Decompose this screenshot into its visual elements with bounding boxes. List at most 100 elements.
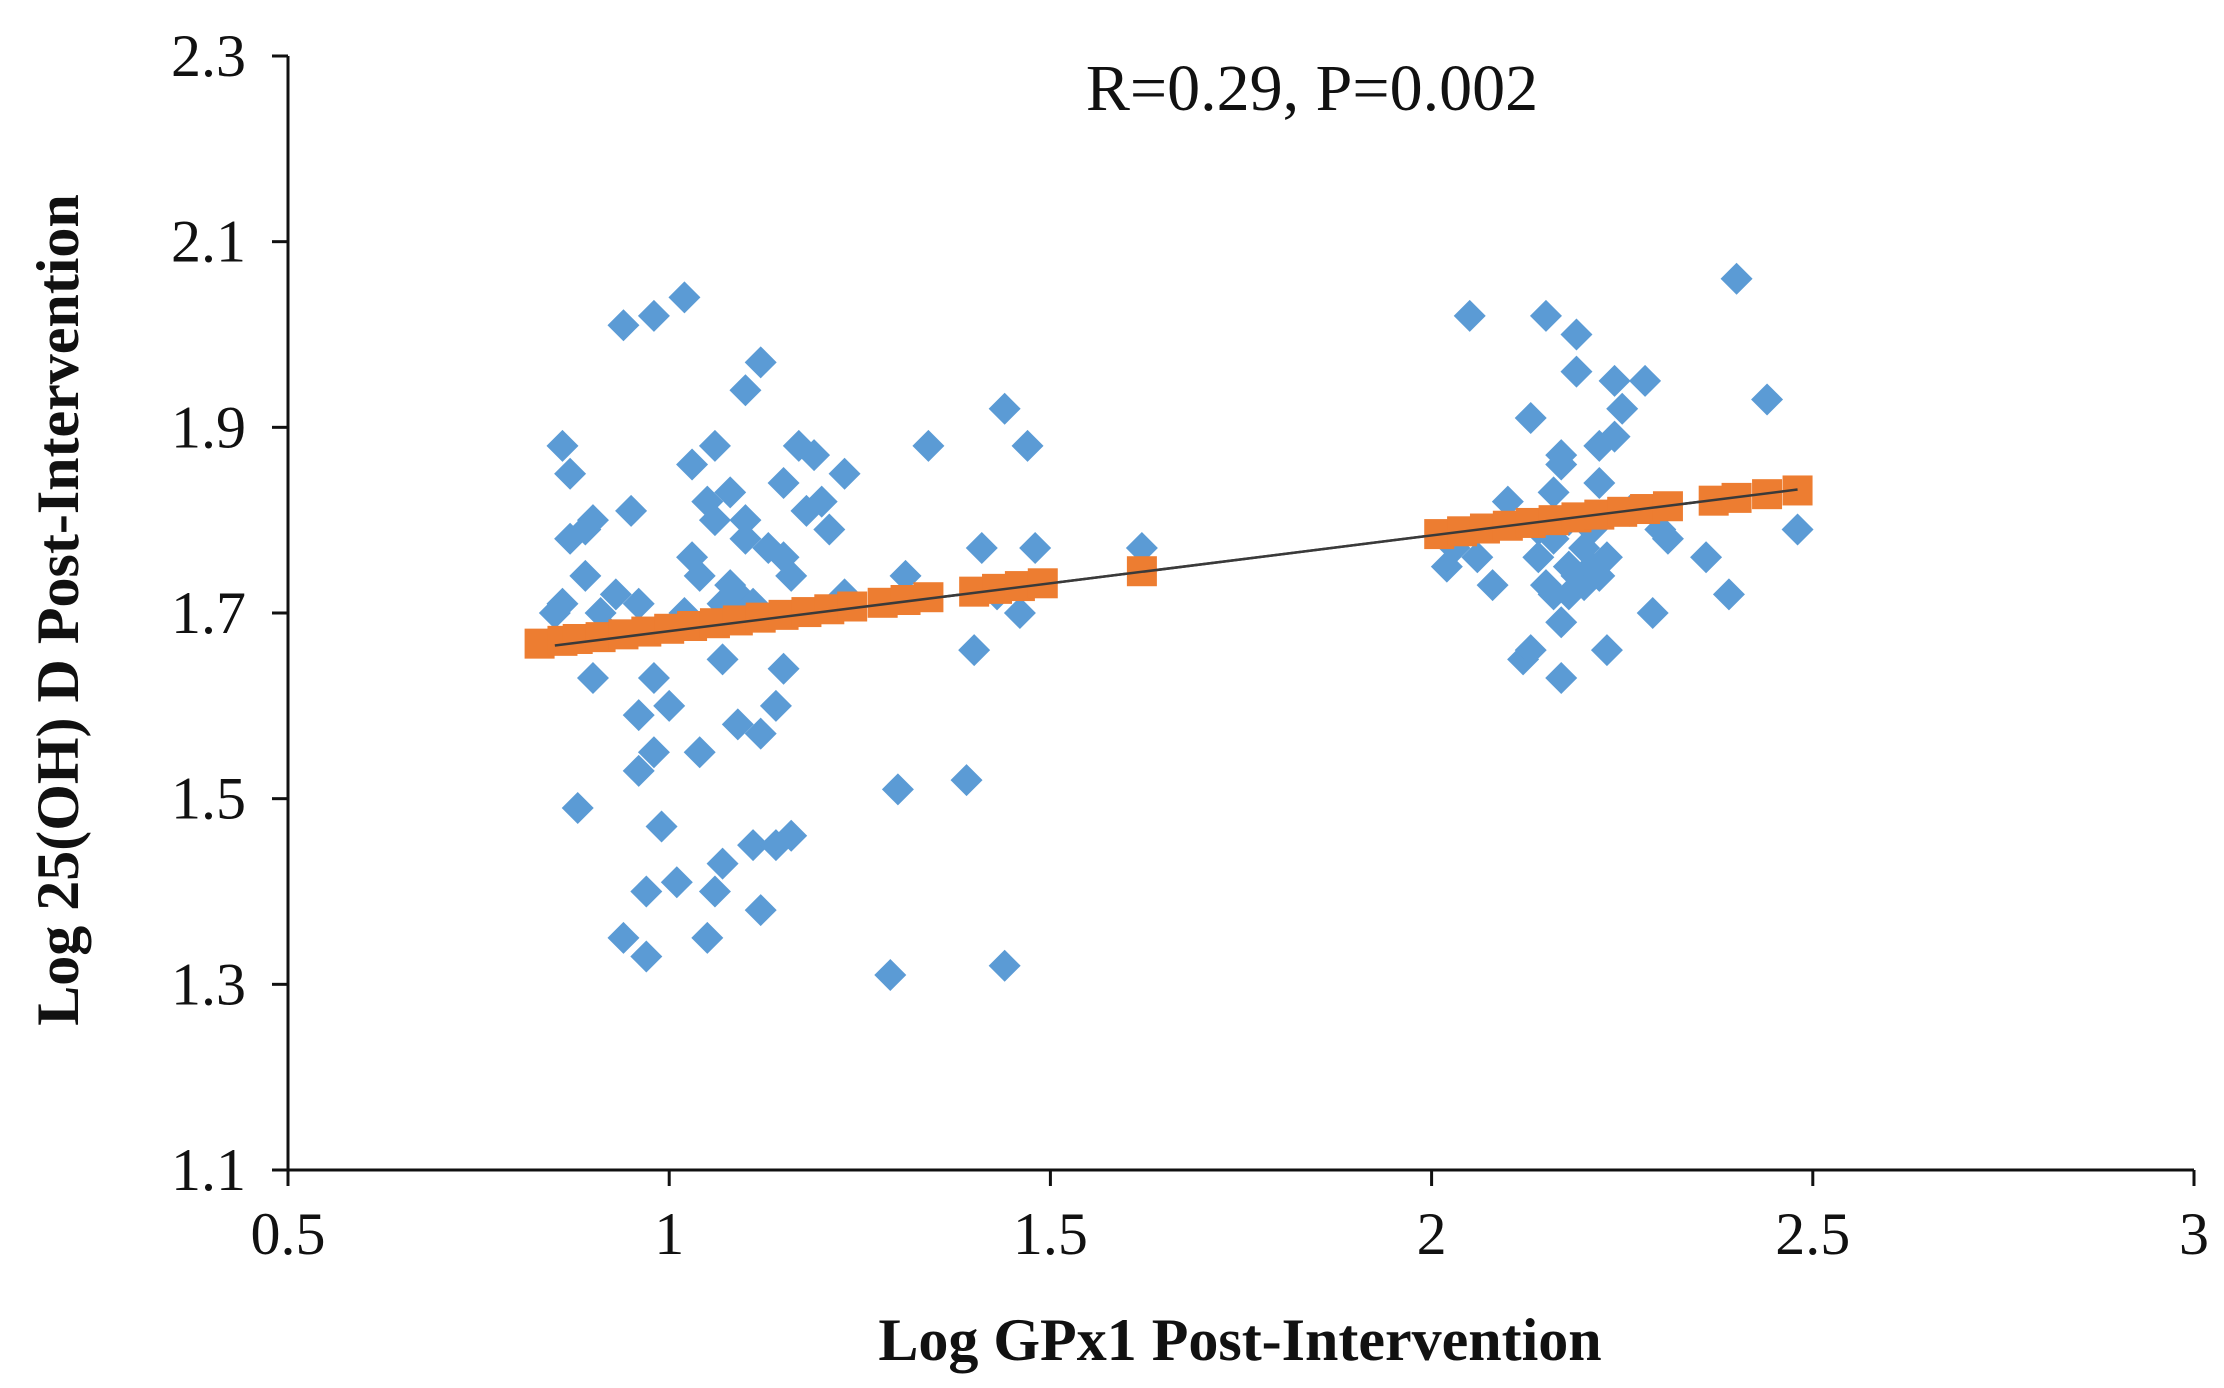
y-axis-ticks: 1.1 1.3 1.5 1.7 1.9 2.1 2.3: [171, 23, 288, 1203]
observed-point: [1690, 541, 1723, 574]
observed-point: [1751, 383, 1784, 416]
observed-point: [721, 708, 754, 741]
x-tick-label: 0.5: [251, 1201, 326, 1267]
observed-point: [1537, 476, 1570, 509]
observed-point: [1651, 522, 1684, 555]
observed-point: [744, 717, 777, 750]
observed-point: [637, 661, 670, 694]
observed-point: [798, 439, 831, 472]
observed-point: [874, 959, 907, 992]
observed-point: [958, 634, 991, 667]
observed-point: [737, 829, 770, 862]
observed-point: [775, 559, 808, 592]
observed-point: [950, 764, 983, 797]
observed-point: [744, 346, 777, 379]
x-tick-label: 1.5: [1013, 1201, 1088, 1267]
y-tick-label: 1.3: [171, 951, 246, 1017]
observed-point: [1629, 364, 1662, 397]
observed-point: [729, 504, 762, 537]
observed-point: [965, 532, 998, 565]
observed-point: [714, 476, 747, 509]
observed-point: [615, 494, 648, 527]
correlation-annotation: R=0.29, P=0.002: [1086, 52, 1538, 125]
observed-point: [1560, 318, 1593, 351]
observed-point: [698, 429, 731, 462]
observed-point: [561, 791, 594, 824]
observed-point: [1453, 299, 1486, 332]
observed-series: [538, 262, 1814, 992]
x-axis-ticks: 0.5 1 1.5 2 2.5 3: [251, 1170, 2209, 1267]
observed-point: [676, 448, 709, 481]
observed-point: [1545, 448, 1578, 481]
observed-point: [683, 559, 716, 592]
observed-point: [1583, 467, 1616, 500]
trend-overlay: [554, 488, 1798, 647]
observed-point: [805, 485, 838, 518]
observed-point: [622, 699, 655, 732]
observed-point: [881, 773, 914, 806]
observed-point: [622, 587, 655, 620]
observed-point: [706, 847, 739, 880]
observed-point: [1514, 634, 1547, 667]
observed-point: [775, 819, 808, 852]
observed-point: [668, 281, 701, 314]
observed-point: [630, 940, 663, 973]
observed-point: [660, 866, 693, 899]
y-tick-label: 1.1: [171, 1137, 246, 1203]
observed-point: [645, 810, 678, 843]
observed-point: [637, 299, 670, 332]
observed-point: [554, 457, 587, 490]
observed-point: [767, 467, 800, 500]
observed-point: [813, 513, 846, 546]
observed-point: [1720, 262, 1753, 295]
y-tick-label: 2.1: [171, 209, 246, 275]
observed-point: [1590, 541, 1623, 574]
observed-point: [599, 578, 632, 611]
y-tick-label: 2.3: [171, 23, 246, 89]
observed-point: [1529, 299, 1562, 332]
observed-point: [1560, 355, 1593, 388]
observed-point: [1522, 541, 1555, 574]
observed-point: [546, 429, 579, 462]
observed-point: [744, 894, 777, 927]
observed-point: [828, 457, 861, 490]
observed-point: [1598, 420, 1631, 453]
observed-point: [1606, 392, 1639, 425]
observed-point: [630, 875, 663, 908]
observed-point: [576, 661, 609, 694]
x-tick-label: 3: [2179, 1201, 2209, 1267]
observed-point: [729, 374, 762, 407]
observed-point: [698, 504, 731, 537]
observed-point: [988, 392, 1021, 425]
axes: 1.1 1.3 1.5 1.7 1.9 2.1 2.3 0.5 1 1.5 2 2.5 3: [171, 23, 2209, 1267]
observed-point: [1598, 364, 1631, 397]
observed-point: [729, 522, 762, 555]
y-axis-title: Log 25(OH) D Post-Intervention: [25, 194, 91, 1026]
x-axis-title: Log GPx1 Post-Intervention: [878, 1307, 1601, 1373]
observed-point: [1019, 532, 1052, 565]
x-tick-label: 2: [1417, 1201, 1447, 1267]
observed-point: [653, 689, 686, 722]
y-tick-label: 1.7: [171, 580, 246, 646]
observed-point: [1590, 634, 1623, 667]
x-tick-label: 1: [654, 1201, 684, 1267]
observed-point: [683, 736, 716, 769]
observed-point: [1011, 429, 1044, 462]
observed-point: [912, 429, 945, 462]
observed-point: [1545, 661, 1578, 694]
observed-point: [1712, 578, 1745, 611]
observed-point: [1545, 606, 1578, 639]
y-tick-label: 1.5: [171, 766, 246, 832]
observed-point: [988, 949, 1021, 982]
observed-point: [1514, 402, 1547, 435]
observed-point: [691, 921, 724, 954]
observed-point: [1003, 597, 1036, 629]
x-tick-label: 2.5: [1775, 1201, 1850, 1267]
y-tick-label: 1.9: [171, 394, 246, 460]
observed-point: [1461, 541, 1494, 574]
observed-point: [698, 875, 731, 908]
observed-point: [607, 309, 640, 342]
observed-point: [1125, 532, 1158, 565]
